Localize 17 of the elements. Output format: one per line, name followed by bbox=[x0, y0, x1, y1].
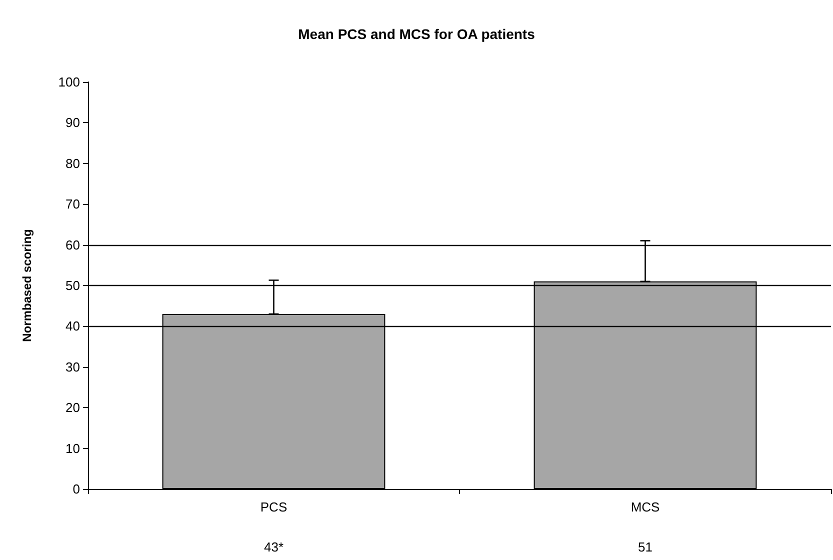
y-tick-label: 40 bbox=[66, 318, 80, 334]
y-tick-label: 60 bbox=[66, 237, 80, 252]
y-axis-title: Normbased scoring bbox=[20, 229, 34, 342]
data-label: 51 bbox=[638, 540, 652, 554]
y-tick-label: 10 bbox=[66, 440, 80, 456]
chart-title: Mean PCS and MCS for OA patients bbox=[298, 26, 536, 42]
y-tick-label: 70 bbox=[66, 196, 80, 212]
y-tick-label: 30 bbox=[66, 359, 80, 374]
y-tick-label: 0 bbox=[72, 482, 80, 496]
data-label: 43* bbox=[264, 540, 284, 554]
y-tick-label: 80 bbox=[66, 156, 80, 171]
y-tick-label: 90 bbox=[66, 115, 80, 130]
y-tick-label: 50 bbox=[66, 278, 80, 293]
x-tick-label: PCS bbox=[260, 500, 288, 514]
x-tick-label: MCS bbox=[630, 500, 660, 514]
y-tick-label: 100 bbox=[58, 74, 80, 90]
y-tick-label: 20 bbox=[66, 400, 80, 416]
